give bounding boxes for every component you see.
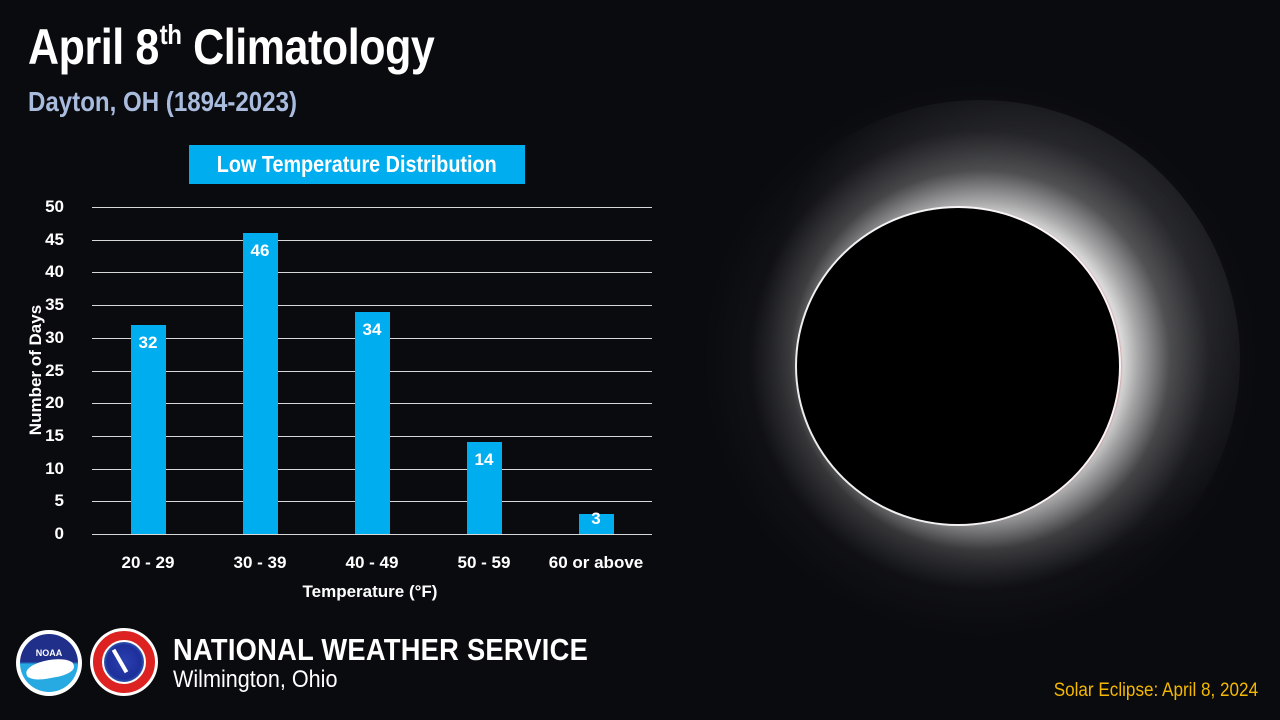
x-tick-label: 40 - 49 xyxy=(345,553,399,572)
page-subtitle: Dayton, OH (1894-2023) xyxy=(28,86,298,117)
x-axis-label: Temperature (°F) xyxy=(302,582,438,601)
chart-title: Low Temperature Distribution xyxy=(189,145,525,184)
y-tick-label: 45 xyxy=(45,229,64,249)
bar-value-label: 46 xyxy=(250,241,270,261)
x-tick-label: 50 - 59 xyxy=(457,553,511,572)
y-tick-label: 0 xyxy=(54,524,64,543)
gridline xyxy=(92,534,652,535)
y-tick-label: 50 xyxy=(45,197,64,216)
x-tick-label: 60 or above xyxy=(548,553,644,572)
solar-eclipse-image xyxy=(680,60,1280,660)
noaa-logo: NOAA xyxy=(16,630,82,696)
bar: 32 xyxy=(130,324,166,534)
title-superscript: th xyxy=(159,19,182,50)
bar-value-label: 34 xyxy=(362,319,382,339)
image-caption: Solar Eclipse: April 8, 2024 xyxy=(1053,680,1258,701)
gridline xyxy=(92,305,652,307)
gridline xyxy=(92,272,652,274)
organization-name: National Weather Service xyxy=(173,632,589,667)
bar-chart-plot: 0 5 10 15 20 25 30 35 40 45 50 32 20 - 29 46 30 - 39 34… xyxy=(45,197,652,572)
x-tick-label: 20 - 29 xyxy=(121,553,175,572)
y-tick-label: 10 xyxy=(45,458,64,478)
y-tick-label: 20 xyxy=(45,393,64,413)
gridline xyxy=(92,239,652,241)
moon-disk xyxy=(797,208,1119,524)
bar: 14 xyxy=(466,442,502,534)
y-tick-label: 35 xyxy=(45,295,64,315)
bar-value-label: 3 xyxy=(591,509,601,529)
y-tick-label: 40 xyxy=(45,262,64,282)
bar: 46 xyxy=(242,233,278,534)
office-location: Wilmington, Ohio xyxy=(173,666,338,693)
y-tick-label: 5 xyxy=(54,491,64,511)
bar-value-label: 14 xyxy=(474,450,494,470)
y-tick-label: 30 xyxy=(45,327,64,347)
y-tick-label: 15 xyxy=(45,425,64,445)
bar-value-label: 32 xyxy=(138,332,158,352)
bar: 34 xyxy=(354,311,390,534)
gridline xyxy=(92,207,652,208)
bar: 3 xyxy=(578,509,614,534)
page-title: April 8th Climatology xyxy=(28,19,435,75)
y-tick-label: 25 xyxy=(45,360,64,380)
x-tick-label: 30 - 39 xyxy=(233,553,287,572)
nws-logo xyxy=(90,628,158,696)
